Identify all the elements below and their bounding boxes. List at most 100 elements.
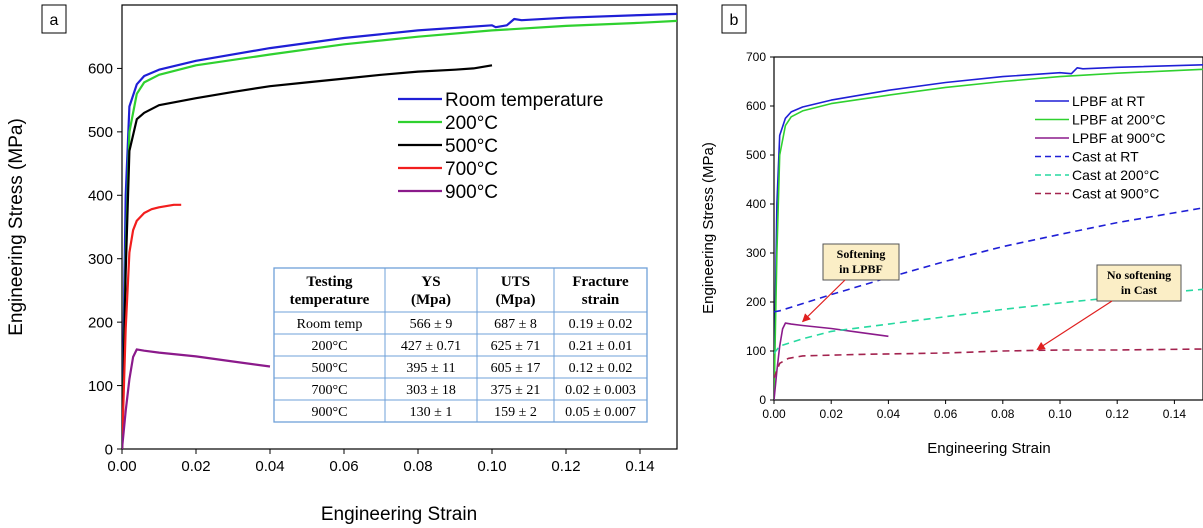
legend-label-2: 200°C	[445, 113, 498, 134]
legend-label-3: 500°C	[445, 136, 498, 157]
annotation-no-softening-line2: in Cast	[1121, 283, 1157, 297]
y-tick-label: 0	[105, 441, 113, 458]
series-line-5	[774, 288, 1203, 354]
y-tick-label: 300	[88, 251, 113, 268]
table-cell: 0.19 ± 0.02	[569, 317, 633, 332]
x-tick-label: 0.06	[329, 458, 358, 475]
panel-label-box-a	[41, 4, 67, 34]
x-tick-label: 0.08	[991, 407, 1015, 421]
table-cell: 0.12 ± 0.02	[569, 361, 633, 376]
x-tick-label: 0.14	[625, 458, 654, 475]
y-tick-label: 100	[88, 378, 113, 395]
annotation-softening: Softening in LPBF	[802, 243, 900, 323]
legend-label-6: Cast at 900°C	[1072, 186, 1159, 202]
table-cell: 605 ± 17	[491, 361, 541, 376]
panel-b: b 0.00 0.02 0.04 0.06 0.08 0.10 0.12 0.14 0 100 20…	[700, 4, 1203, 457]
table-cell: 0.02 ± 0.003	[565, 383, 636, 398]
table-cell: 900°C	[312, 405, 348, 420]
table-border	[273, 267, 648, 423]
y-tick-label: 700	[746, 50, 766, 64]
legend-label-4: 700°C	[445, 159, 498, 180]
y-tick-label: 200	[88, 314, 113, 331]
legend-label-1: LPBF at RT	[1072, 93, 1145, 109]
x-tick-label: 0.00	[762, 407, 786, 421]
x-tick-label: 0.02	[820, 407, 844, 421]
y-tick-label: 500	[88, 124, 113, 141]
annotation-no-softening-arrow	[1036, 300, 1113, 351]
annotation-softening-line2: in LPBF	[839, 262, 883, 276]
panel-b-xlabel: Engineering Strain	[927, 440, 1050, 457]
x-tick-label: 0.14	[1163, 407, 1187, 421]
table-header: (Mpa)	[411, 292, 451, 308]
annotation-no-softening-line1: No softening	[1107, 268, 1171, 282]
panel-a-xlabel: Engineering Strain	[321, 504, 477, 525]
x-tick-label: 0.10	[477, 458, 506, 475]
legend-label-4: Cast at RT	[1072, 149, 1139, 165]
y-tick-label: 400	[746, 197, 766, 211]
annotation-no-softening: No softening in Cast	[1036, 264, 1182, 351]
panel-a-series	[122, 12, 677, 449]
table-cell: 687 ± 8	[494, 317, 537, 332]
annotation-softening-line1: Softening	[837, 247, 886, 261]
panel-a-axes: 0.00 0.02 0.04 0.06 0.08 0.10 0.12 0.14 0 100 200 3…	[88, 4, 678, 475]
table-cell: 0.05 ± 0.007	[565, 405, 636, 420]
annotation-softening-box	[822, 243, 900, 281]
annotation-no-softening-box	[1096, 264, 1182, 302]
panel-b-axes: 0.00 0.02 0.04 0.06 0.08 0.10 0.12 0.14 0 100 200 3…	[746, 50, 1203, 421]
x-tick-label: 0.00	[107, 458, 136, 475]
panel-b-series	[774, 64, 1203, 400]
x-tick-label: 0.06	[934, 407, 958, 421]
series-line-4	[122, 203, 182, 449]
series-line-5	[122, 348, 271, 449]
table-header: UTS	[501, 274, 530, 290]
legend-label-2: LPBF at 200°C	[1072, 112, 1166, 128]
legend-label-3: LPBF at 900°C	[1072, 130, 1166, 146]
legend-label-5: 900°C	[445, 182, 498, 203]
y-tick-label: 100	[746, 344, 766, 358]
x-tick-label: 0.04	[877, 407, 901, 421]
table-cell: 303 ± 18	[406, 383, 456, 398]
legend-label-5: Cast at 200°C	[1072, 167, 1159, 183]
plot-frame	[773, 56, 1203, 401]
table-header: Fracture	[572, 274, 629, 290]
table-header: YS	[421, 274, 440, 290]
table-cell: 700°C	[312, 383, 348, 398]
table-header: (Mpa)	[496, 292, 536, 308]
y-tick-label: 600	[88, 61, 113, 78]
y-tick-label: 0	[759, 393, 766, 407]
table-header: Testing	[306, 274, 353, 290]
table-cell: 159 ± 2	[494, 405, 537, 420]
panel-label-box-b	[721, 4, 747, 34]
table-cell: 427 ± 0.71	[401, 339, 461, 354]
table-cell: Room temp	[297, 317, 363, 332]
panel-label-a: a	[50, 12, 59, 29]
y-tick-label: 300	[746, 246, 766, 260]
table-header: strain	[582, 292, 620, 308]
series-line-1	[774, 64, 1203, 400]
y-tick-label: 200	[746, 295, 766, 309]
table-cell: 566 ± 9	[410, 317, 453, 332]
series-line-3	[122, 64, 493, 449]
y-tick-label: 400	[88, 188, 113, 205]
legend-label-1: Room temperature	[445, 90, 603, 111]
panel-a-ylabel: Engineering Stress (MPa)	[6, 118, 27, 336]
panel-b-legend: LPBF at RT LPBF at 200°C LPBF at 900°C Cast…	[1035, 93, 1166, 202]
table-cell: 200°C	[312, 339, 348, 354]
plot-frame	[121, 4, 678, 450]
table-cell: 375 ± 21	[491, 383, 541, 398]
series-line-6	[774, 348, 1203, 379]
y-tick-label: 600	[746, 99, 766, 113]
x-tick-label: 0.04	[255, 458, 284, 475]
series-line-3	[774, 322, 889, 400]
series-line-1	[122, 12, 677, 449]
x-tick-label: 0.10	[1048, 407, 1072, 421]
x-tick-label: 0.08	[403, 458, 432, 475]
table-cell: 0.21 ± 0.01	[569, 339, 633, 354]
x-tick-label: 0.02	[181, 458, 210, 475]
series-line-2	[774, 68, 1203, 400]
y-tick-label: 500	[746, 148, 766, 162]
panel-b-ylabel: Engineering Stress (MPa)	[700, 142, 717, 314]
panel-a: a 0.00 0.02 0.04 0.06 0.08 0.10 0.12 0.14 0 100 20…	[6, 4, 678, 525]
